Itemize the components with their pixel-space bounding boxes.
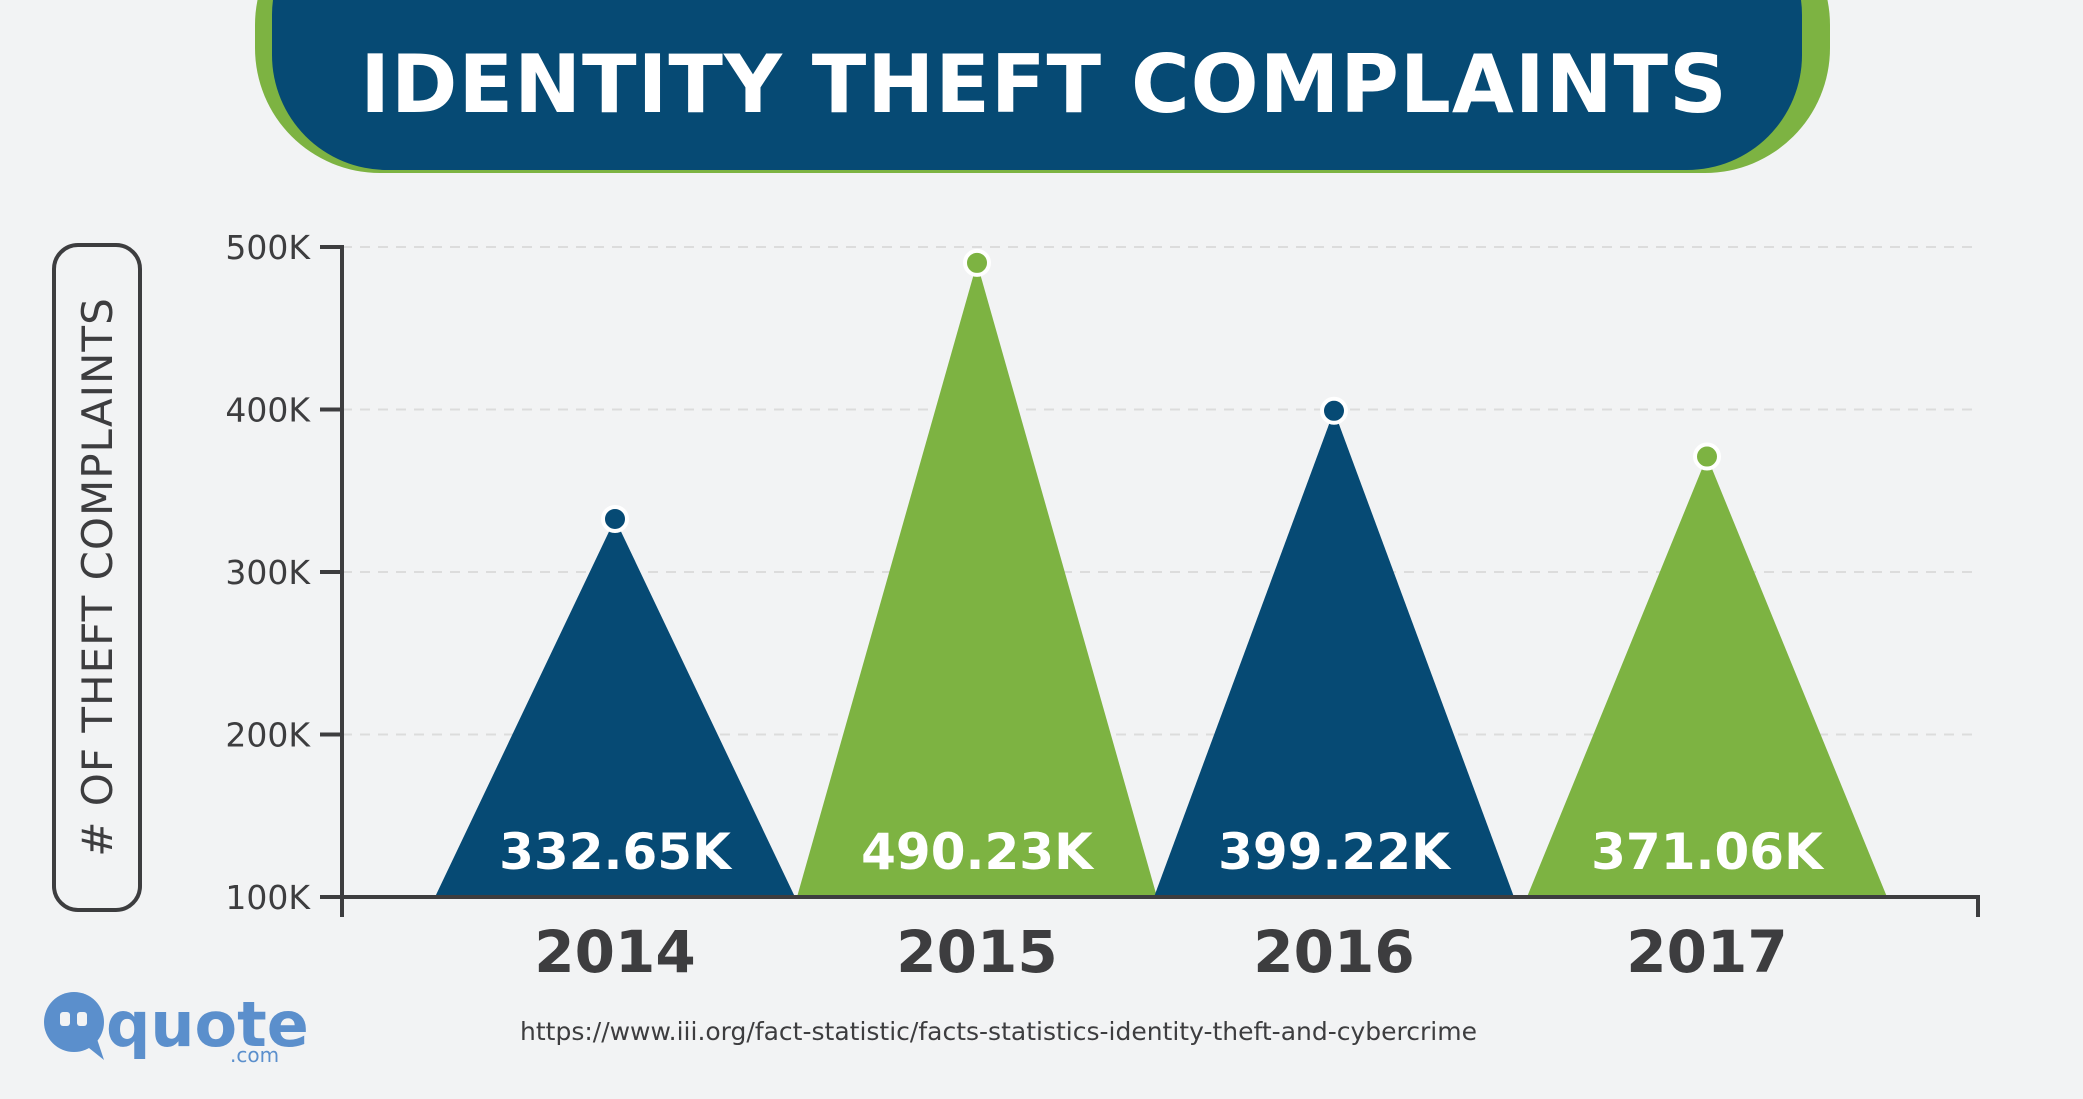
value-label-2016: 399.22K <box>1218 823 1452 881</box>
y-tick-label: 100K <box>225 878 311 917</box>
y-tick-label: 300K <box>225 553 311 592</box>
x-category-label-2017: 2017 <box>1626 918 1787 986</box>
x-category-label-2014: 2014 <box>534 918 695 986</box>
value-label-2017: 371.06K <box>1591 823 1825 881</box>
axes: 100K 200K 300K 400K 500K <box>225 228 1980 917</box>
quote-logo-bubble-tail <box>84 1036 104 1060</box>
quote-logo-bubble <box>44 992 104 1052</box>
peak-marker-2017 <box>1693 442 1721 471</box>
title-banner-navy <box>272 0 1802 170</box>
logo-wordmark: quote <box>106 988 309 1061</box>
y-tick-label: 200K <box>225 716 311 755</box>
y-tick-label: 500K <box>225 228 311 267</box>
x-category-label-2015: 2015 <box>896 918 1057 986</box>
peak-marker-2015 <box>963 248 991 277</box>
triangle-bar-2014 <box>435 518 795 897</box>
y-axis-label-box: # OF THEFT COMPLAINTS <box>52 243 142 912</box>
chart-title: IDENTITY THEFT COMPLAINTS <box>360 38 1727 131</box>
y-axis-label-frame <box>52 243 142 912</box>
quote-mark-icon <box>60 1012 70 1026</box>
title-banner: IDENTITY THEFT COMPLAINTS <box>255 0 1830 173</box>
logo-suffix: .com <box>230 1043 279 1067</box>
quote-logo: quote .com <box>44 988 309 1067</box>
quote-mark-icon <box>77 1012 87 1026</box>
triangle-bar-2016 <box>1154 410 1514 897</box>
y-axis-label: # OF THEFT COMPLAINTS <box>73 297 122 856</box>
source-url: https://www.iii.org/fact-statistic/facts… <box>520 1017 1477 1046</box>
x-category-label-2016: 2016 <box>1253 918 1414 986</box>
value-label-2014: 332.65K <box>499 823 733 881</box>
data-labels: 332.65K 2014 490.23K 2015 399.22K 2016 371.06K… <box>499 823 1825 986</box>
triangle-bar-2015 <box>797 262 1157 898</box>
peak-marker-2014 <box>601 504 629 533</box>
value-label-2015: 490.23K <box>861 823 1095 881</box>
triangle-bar-2017 <box>1527 456 1887 897</box>
y-tick-label: 400K <box>225 391 311 430</box>
peak-marker-2016 <box>1320 396 1348 425</box>
bars <box>435 248 1887 898</box>
